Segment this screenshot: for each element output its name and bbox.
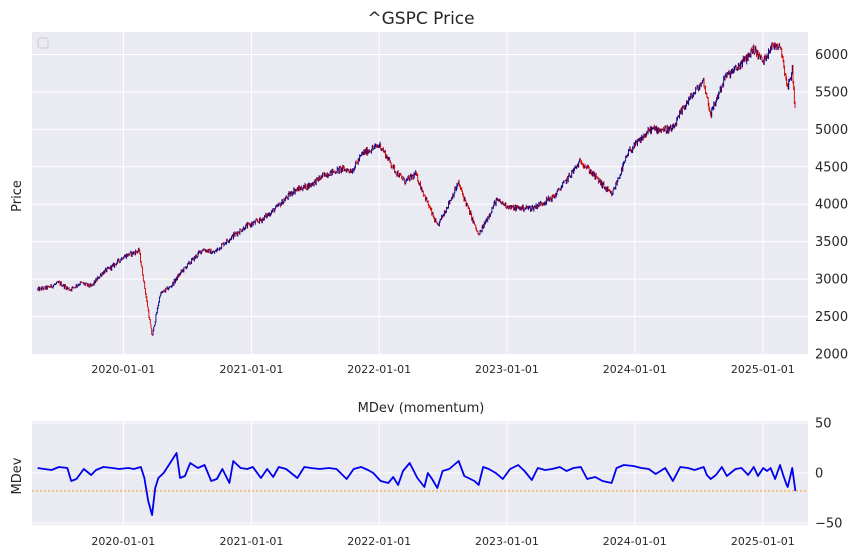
price-chart-title: ^GSPC Price bbox=[367, 9, 474, 29]
price-x-tick-label: 2023-01-01 bbox=[475, 363, 539, 376]
price-y-tick-label: 5000 bbox=[815, 123, 848, 138]
mdev-grid bbox=[32, 421, 808, 525]
price-y-tick-label: 3000 bbox=[815, 273, 848, 288]
price-plot-area bbox=[32, 32, 808, 354]
mdev-x-tick-label: 2021-01-01 bbox=[219, 535, 283, 548]
price-y-axis-label: Price bbox=[10, 180, 25, 212]
price-y-tick-label: 2000 bbox=[815, 348, 848, 363]
price-x-tick-label: 2021-01-01 bbox=[219, 363, 283, 376]
mdev-y-axis-label: MDev bbox=[10, 457, 25, 494]
price-x-tick-label: 2020-01-01 bbox=[91, 363, 155, 376]
mdev-y-tick-label: 0 bbox=[815, 467, 823, 482]
price-x-ticks: 2020-01-01 2021-01-01 2022-01-01 2023-01-01… bbox=[91, 363, 794, 376]
mdev-y-tick-label: 50 bbox=[815, 417, 832, 432]
mdev-x-tick-label: 2020-01-01 bbox=[91, 535, 155, 548]
price-grid bbox=[32, 32, 808, 354]
mdev-series-line bbox=[37, 452, 797, 516]
mdev-y-ticks: −50 0 50 bbox=[815, 417, 842, 532]
price-x-tick-label: 2025-01-01 bbox=[731, 363, 795, 376]
mdev-y-tick-label: −50 bbox=[815, 517, 842, 532]
mdev-chart-title: MDev (momentum) bbox=[358, 401, 485, 416]
price-y-tick-label: 2500 bbox=[815, 310, 848, 325]
price-x-tick-label: 2024-01-01 bbox=[603, 363, 667, 376]
mdev-x-ticks: 2020-01-01 2021-01-01 2022-01-01 2023-01-01… bbox=[91, 535, 794, 548]
price-y-tick-label: 4500 bbox=[815, 160, 848, 175]
mdev-x-tick-label: 2024-01-01 bbox=[603, 535, 667, 548]
price-y-tick-label: 4000 bbox=[815, 198, 848, 213]
price-y-tick-label: 3500 bbox=[815, 235, 848, 250]
mdev-x-tick-label: 2022-01-01 bbox=[347, 535, 411, 548]
mdev-x-tick-label: 2025-01-01 bbox=[731, 535, 795, 548]
price-y-ticks: 2000 2500 3000 3500 4000 4500 5000 5500 6000 bbox=[815, 48, 848, 363]
price-x-tick-label: 2022-01-01 bbox=[347, 363, 411, 376]
price-y-tick-label: 5500 bbox=[815, 85, 848, 100]
price-series bbox=[37, 42, 796, 336]
price-y-tick-label: 6000 bbox=[815, 48, 848, 63]
mdev-x-tick-label: 2023-01-01 bbox=[475, 535, 539, 548]
price-legend bbox=[37, 37, 49, 49]
